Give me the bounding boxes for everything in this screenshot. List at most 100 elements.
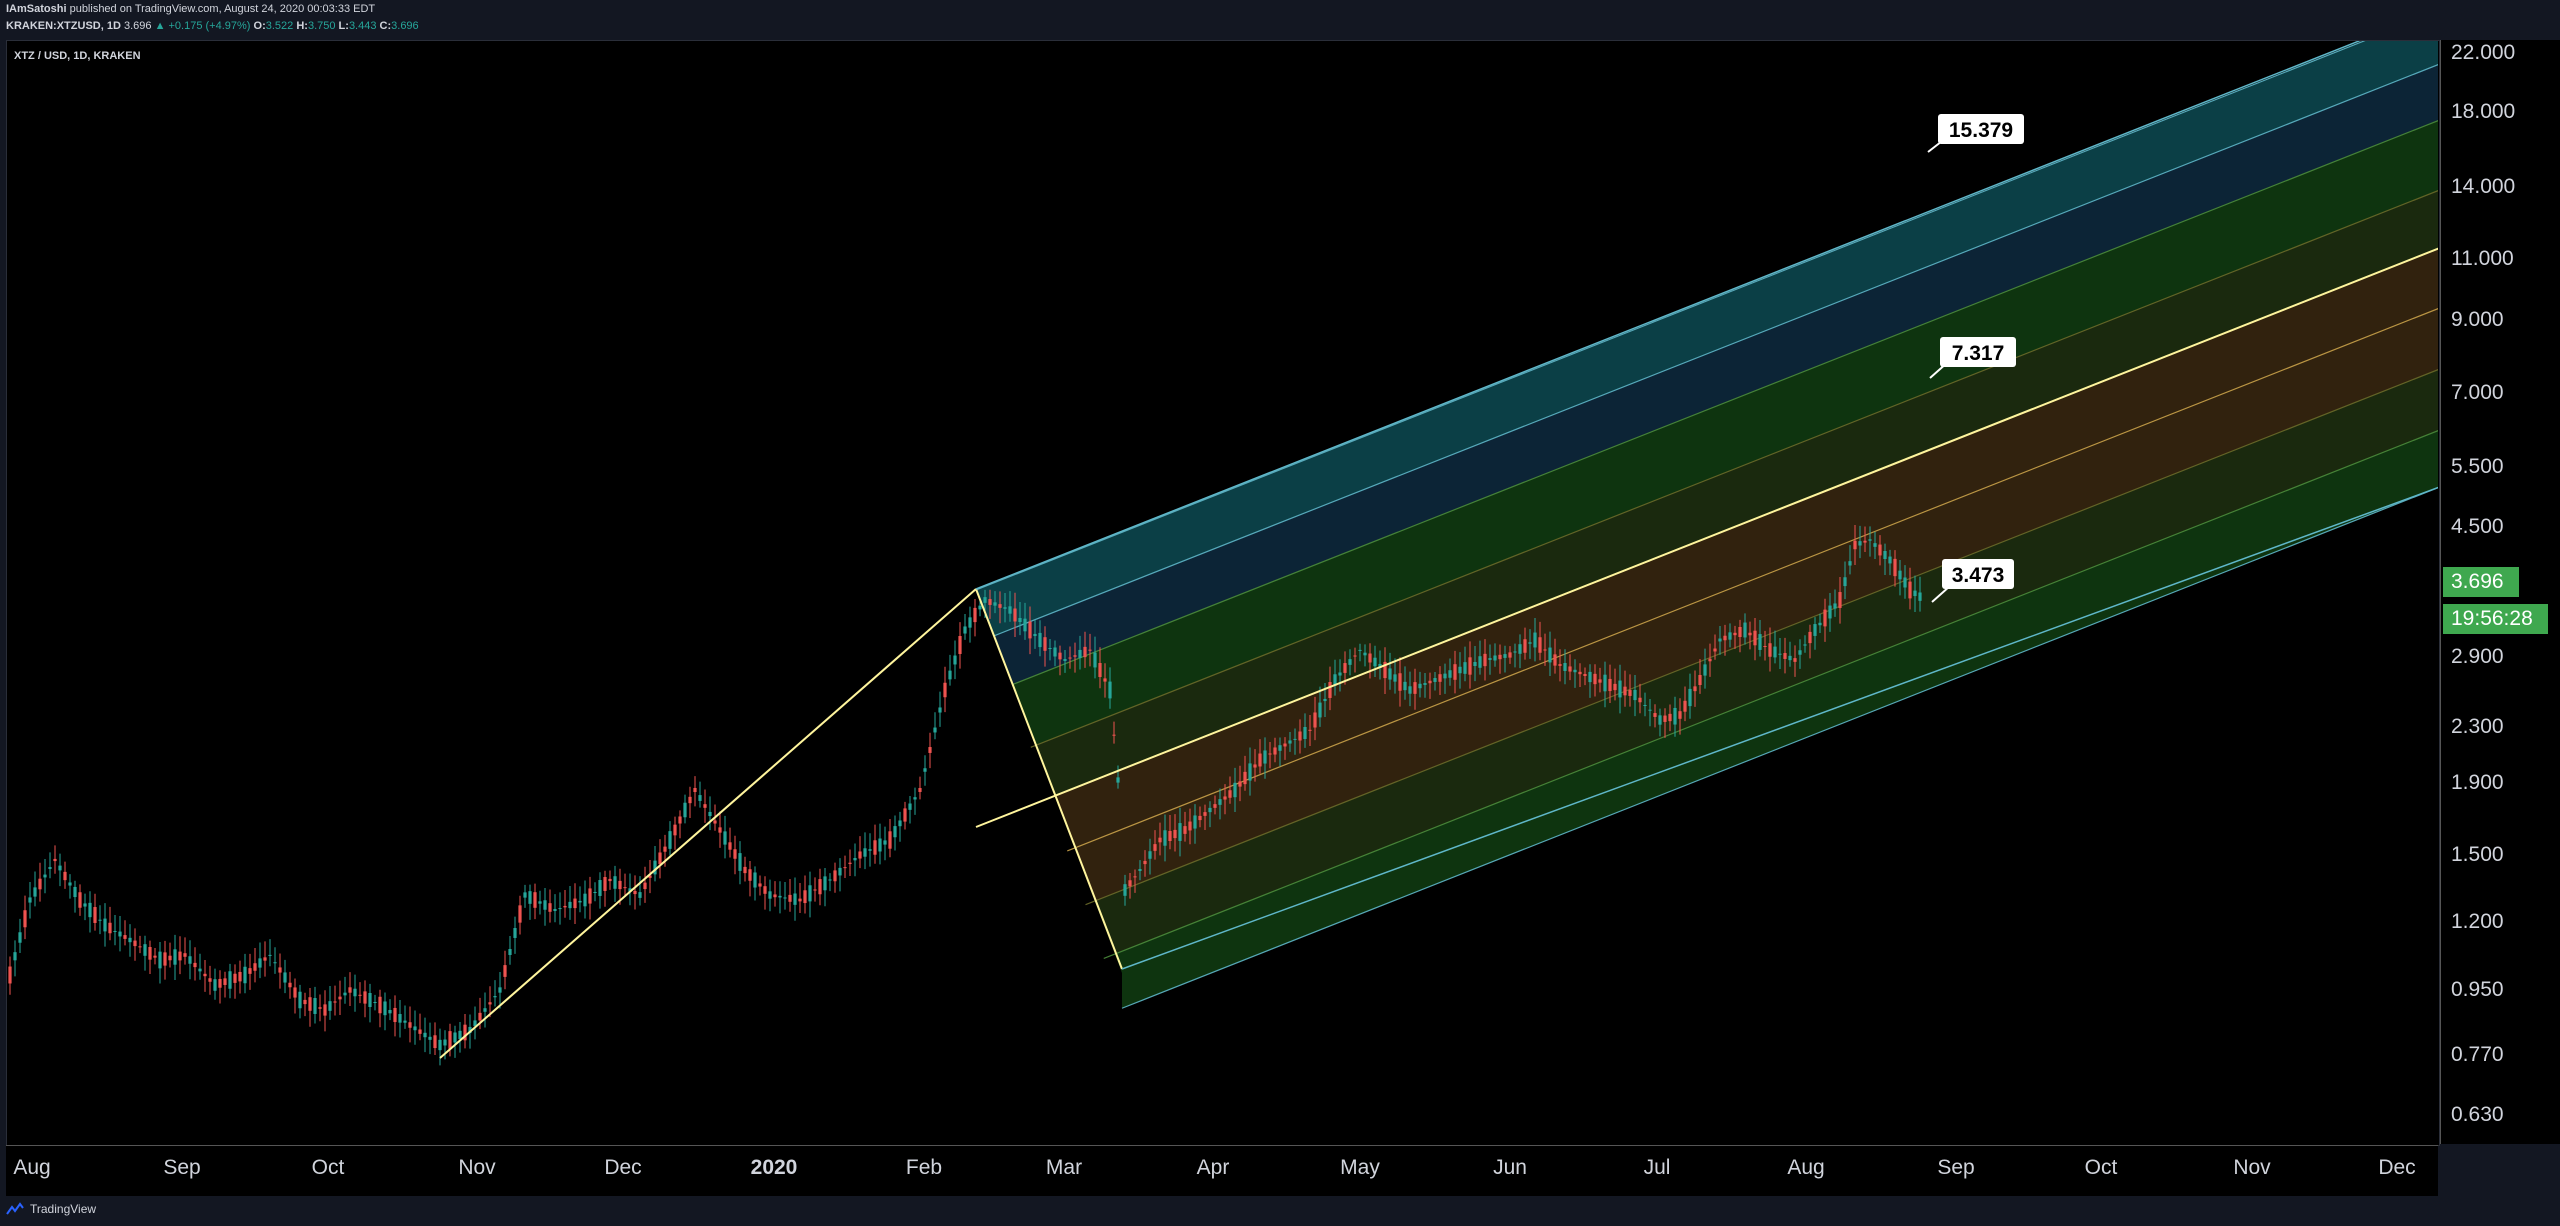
candle-body (993, 602, 997, 606)
candle-body (413, 1026, 417, 1031)
candle-body (1818, 622, 1822, 626)
candle-body (93, 907, 97, 923)
price-tick: 0.950 (2451, 978, 2504, 1001)
candle-body (1228, 790, 1232, 798)
candle-body (1008, 606, 1012, 614)
candle-body (268, 954, 272, 956)
candle-body (1573, 669, 1577, 673)
tradingview-logo-icon[interactable] (6, 1202, 24, 1216)
candle-body (1798, 650, 1802, 655)
candle-body (538, 901, 542, 904)
candle-body (798, 898, 802, 902)
candle-body (1648, 709, 1652, 711)
price-tick: 9.000 (2451, 308, 2504, 331)
candle-body (908, 803, 912, 810)
candle-body (173, 949, 177, 965)
price-tick: 1.900 (2451, 771, 2504, 794)
candle-body (318, 1007, 322, 1009)
price-tick: 7.000 (2451, 381, 2504, 404)
candle-body (1868, 539, 1872, 541)
candle-body (588, 888, 592, 904)
candle-body (858, 851, 862, 859)
candle-body (708, 811, 712, 817)
candle-body (423, 1032, 427, 1038)
pitchfork-level-line (1103, 430, 2438, 960)
candle-body (673, 824, 677, 836)
candle-body (1243, 771, 1247, 785)
candle-body (988, 599, 992, 605)
time-tick: Apr (1196, 1156, 1230, 1179)
candle-body (833, 870, 837, 882)
candle-body (1273, 747, 1277, 755)
candle-body (468, 1026, 472, 1034)
candle-body (998, 604, 1002, 608)
candle-body (1603, 674, 1607, 692)
channel-label-upper: 15.379 (1927, 114, 2024, 153)
price-tick: 18.000 (2451, 100, 2516, 123)
candle-body (533, 892, 537, 908)
time-tick: Aug (13, 1156, 51, 1179)
pitchfork-lines[interactable] (439, 9, 2440, 1059)
candle-body (383, 1001, 387, 1016)
candle-body (623, 887, 627, 889)
candle-body (1083, 646, 1087, 658)
candle-body (1813, 624, 1817, 636)
candle-body (1018, 618, 1022, 622)
candle-body (1183, 826, 1187, 834)
candle-body (928, 747, 932, 753)
candle-body (973, 607, 977, 623)
candle-body (913, 797, 917, 800)
candle-body (748, 869, 752, 881)
symbol-label: XTZ / USD, 1D, KRAKEN (14, 50, 141, 62)
candle-body (1893, 558, 1897, 577)
candle-body (1888, 556, 1892, 564)
candle-body (1568, 666, 1572, 672)
pitchfork-band (976, 41, 2438, 643)
candle-body (1253, 764, 1257, 768)
candle-body (118, 931, 122, 937)
pitchfork-band (976, 64, 2438, 699)
close-label: C: (379, 20, 392, 32)
pitchfork-band (976, 369, 2438, 1009)
candle-body (1013, 608, 1017, 622)
candle-body (1718, 638, 1722, 642)
candle-body (1248, 763, 1252, 781)
candle-body (893, 826, 897, 838)
candle-body (293, 987, 297, 998)
pitchfork-bands (7, 41, 2438, 1144)
candle-body (578, 900, 582, 903)
candle-body (863, 848, 867, 857)
candle-body (903, 808, 907, 822)
candle-body (523, 892, 527, 898)
candle-body (373, 1001, 377, 1004)
high-value: 3.750 (307, 20, 336, 32)
candle-body (53, 858, 57, 862)
time-axis[interactable]: Aug Sep Oct Nov Dec 2020 Feb Mar Apr May… (6, 1145, 2438, 1196)
current-price-tag: 3.696 (2443, 567, 2519, 597)
candle-body (1903, 577, 1907, 588)
candle-body (713, 820, 717, 824)
candle-body (1593, 673, 1597, 685)
candle-body (883, 840, 887, 845)
candle-body (1238, 781, 1242, 787)
candle-body (823, 876, 827, 891)
candle-body (143, 944, 147, 956)
candle-body (723, 831, 727, 845)
author-name[interactable]: IAmSatoshi (6, 3, 67, 15)
candle-body (763, 886, 767, 894)
candle-body (198, 968, 202, 972)
candle-body (1358, 649, 1362, 651)
candle-body (1063, 659, 1067, 661)
tradingview-brand[interactable]: TradingView (30, 1202, 97, 1216)
candle-body (1413, 682, 1417, 694)
candle-body (443, 1039, 447, 1046)
time-tick: Dec (2378, 1156, 2416, 1179)
price-plot[interactable]: 15.379 7.317 3.473 (0, 0, 2440, 1145)
candle-body (1353, 655, 1357, 657)
candle-body (58, 865, 62, 871)
candle-body (1908, 581, 1912, 599)
candle-body (1343, 663, 1347, 673)
candle-body (273, 962, 277, 964)
candle-body (498, 987, 502, 993)
candle-body (493, 996, 497, 998)
